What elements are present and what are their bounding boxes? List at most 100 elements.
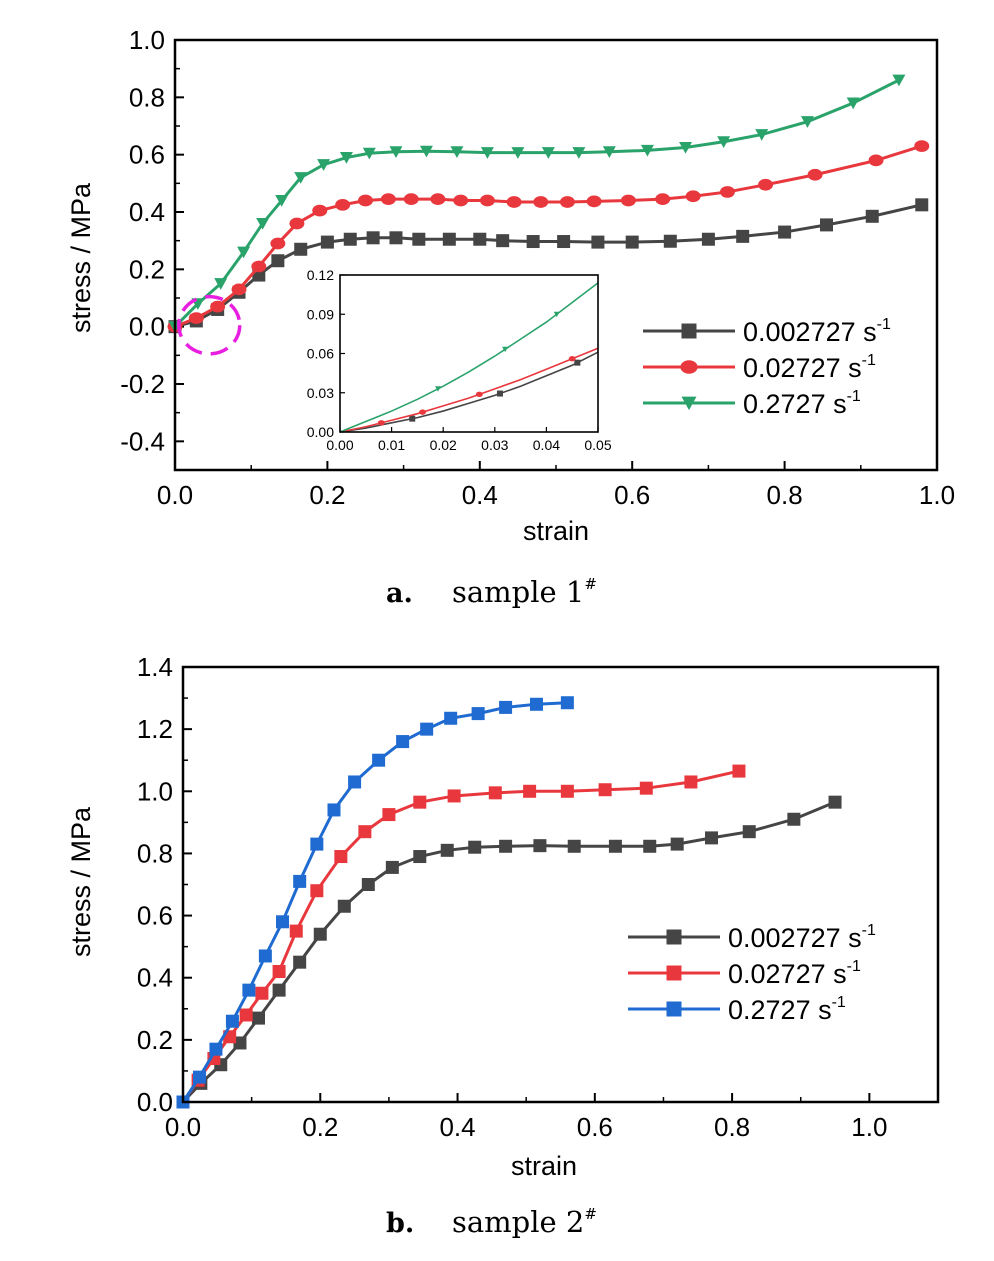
- chart-a-series-2-point: [719, 186, 735, 198]
- chart-a-series-1-point: [625, 235, 639, 249]
- chart-b-legend-marker-1: [666, 929, 682, 945]
- chart-a-x-tick-label: 0.4: [462, 480, 498, 510]
- chart-a-inset-x-tick-label: 0.00: [326, 437, 353, 453]
- chart-a-series-2-point: [335, 198, 351, 211]
- chart-b-caption-sup: #: [584, 1205, 597, 1223]
- chart-b-series-3-point: [327, 803, 341, 817]
- chart-a-series-3-point: [846, 97, 860, 110]
- chart-b-series-1-point: [385, 860, 399, 874]
- chart-b-y-tick-label: 1.4: [137, 652, 173, 682]
- chart-b-x-tick-label: 0.4: [439, 1112, 475, 1142]
- chart-a-series-3-point: [237, 246, 251, 259]
- chart-a-inset-series-3-point: [502, 346, 509, 353]
- chart-a-inset-series-2-point: [568, 356, 576, 362]
- chart-b-series-1-point: [233, 1036, 247, 1050]
- chart-a-series-2-point: [479, 194, 495, 207]
- chart-a-series-1-point: [591, 235, 605, 249]
- chart-a-x-tick-label: 0.6: [614, 480, 650, 510]
- chart-a-series-1-point: [320, 235, 334, 249]
- chart-b-y-axis-label: stress / MPa: [66, 806, 96, 957]
- chart-a-inset-y-tick-label: 0.06: [307, 346, 334, 362]
- chart-a-y-tick-labels: -0.4 -0.2 0.0 0.2 0.4 0.6 0.8 1.0: [120, 25, 165, 456]
- chart-a-legend-marker-1: [681, 323, 697, 339]
- chart-a-series-1-point: [271, 254, 285, 268]
- chart-b-x-tick-label: 0.8: [714, 1112, 750, 1142]
- chart-a-y-axis-label: stress / MPa: [66, 182, 96, 333]
- chart-a-inset-series-2-point: [475, 391, 483, 398]
- chart-a-x-axis-label: strain: [523, 516, 589, 546]
- chart-a-legend: 0.002727 s-10.02727 s-10.2727 s-1: [643, 316, 891, 419]
- chart-a-legend-marker-2: [680, 360, 698, 374]
- chart-a-series-3-point: [450, 146, 464, 158]
- chart-a-series-3-point: [640, 144, 654, 157]
- chart-a-y-tick-label: 1.0: [129, 25, 165, 55]
- chart-a-inset-series-1-point: [574, 359, 581, 366]
- chart-b-series-1-point: [643, 839, 657, 853]
- chart-a-series-2-point: [453, 194, 469, 207]
- chart-a-series-2-point: [533, 196, 549, 208]
- chart-b-legend-label-1-name: 0.002727 s: [728, 923, 862, 953]
- chart-a-inset-series-2-point: [419, 409, 427, 415]
- chart-a-series-1-point: [915, 198, 929, 212]
- chart-b-series-1-point: [468, 840, 482, 854]
- chart-b-series-2-point: [598, 783, 612, 797]
- chart-b-legend-label-2-sup: -1: [847, 958, 861, 975]
- chart-a-inset-x-tick-label: 0.05: [584, 437, 611, 453]
- chart-a-series-1-point: [496, 234, 510, 248]
- chart-a-inset-x-tick-label: 0.02: [430, 437, 457, 453]
- chart-b-caption-name: sample 2: [452, 1205, 584, 1239]
- chart-a-y-tick-label: -0.2: [120, 369, 165, 399]
- chart-a-legend-label-2-name: 0.02727 s: [743, 353, 862, 383]
- chart-b-series-2-point: [447, 789, 461, 803]
- chart-b-series-1-point: [252, 1011, 265, 1025]
- chart-a-y-tick-label: -0.4: [120, 426, 165, 456]
- chart-a-series-1-point: [412, 232, 426, 246]
- chart-a-series-2-point: [685, 190, 701, 203]
- chart-a: 0.0 0.2 0.4 0.6 0.8 1.0 -0.4-0.20.00.20.40.60…: [66, 25, 955, 609]
- chart-a-caption-letter: a.: [386, 578, 413, 609]
- chart-a-inset-series-3-point: [435, 386, 442, 392]
- chart-a-inset-y-tick-label: 0.00: [307, 424, 334, 440]
- chart-a-series-3-point: [572, 147, 586, 159]
- chart-b-y-tick-label: 0.6: [137, 901, 173, 931]
- chart-b-y-tick-label: 1.0: [137, 776, 173, 806]
- chart-b-series-1-point: [413, 850, 427, 864]
- chart-a-y-tick-label: 0.4: [129, 197, 165, 227]
- chart-a-legend-label-2: 0.02727 s-1: [743, 352, 876, 383]
- chart-a-series-3-point: [419, 145, 433, 158]
- chart-b-series-1-point: [705, 831, 718, 845]
- chart-a-series-3-point: [275, 195, 289, 207]
- chart-b-series-1-point: [361, 878, 375, 891]
- chart-a-series-3-point: [541, 147, 555, 159]
- chart-a-legend-label-1-name: 0.002727 s: [743, 317, 877, 347]
- chart-a-series-1-point: [473, 232, 487, 246]
- chart-a-legend-marker-3: [681, 396, 697, 411]
- chart-b-series-3-point: [209, 1042, 223, 1056]
- chart-b-series-2-point: [255, 986, 269, 1000]
- chart-b-y-tick-label: 0.0: [137, 1087, 173, 1117]
- chart-a-series-2-point: [914, 140, 930, 152]
- chart-a-series-1-point: [294, 242, 308, 256]
- chart-a-x-tick-label: 0.0: [157, 480, 193, 510]
- chart-b-legend-label-1: 0.002727 s-1: [728, 922, 876, 953]
- chart-a-series-2-point: [188, 312, 204, 324]
- chart-b-series-3-point: [258, 949, 272, 963]
- chart-b-legend-label-2-name: 0.02727 s: [728, 959, 847, 989]
- chart-a-series-3-point: [480, 147, 494, 159]
- chart-b-series-1-point: [787, 812, 801, 826]
- chart-a-y-tick-label: 0.8: [129, 82, 165, 112]
- chart-b-series-2-point: [289, 924, 303, 938]
- chart-a-series-2-point: [403, 193, 419, 205]
- chart-a-inset-y-tick-label: 0.09: [307, 306, 334, 322]
- chart-a-series-3-point: [800, 116, 814, 128]
- chart-a-legend-label-1: 0.002727 s-1: [743, 316, 891, 347]
- chart-a-inset-series-1-point: [409, 415, 416, 422]
- chart-b-legend: 0.002727 s-10.02727 s-10.2727 s-1: [628, 922, 876, 1025]
- chart-b-series-3-point: [276, 915, 290, 929]
- chart-a-series-2-point: [289, 217, 305, 230]
- chart-a-series-3-point: [214, 278, 228, 290]
- chart-a-series-1-point: [701, 232, 715, 246]
- chart-b-y-tick-labels: 0.0 0.2 0.4 0.6 0.8 1.0 1.2 1.4: [137, 652, 173, 1117]
- chart-b-series-2-point: [488, 786, 502, 800]
- chart-b-series-1-point: [440, 843, 454, 857]
